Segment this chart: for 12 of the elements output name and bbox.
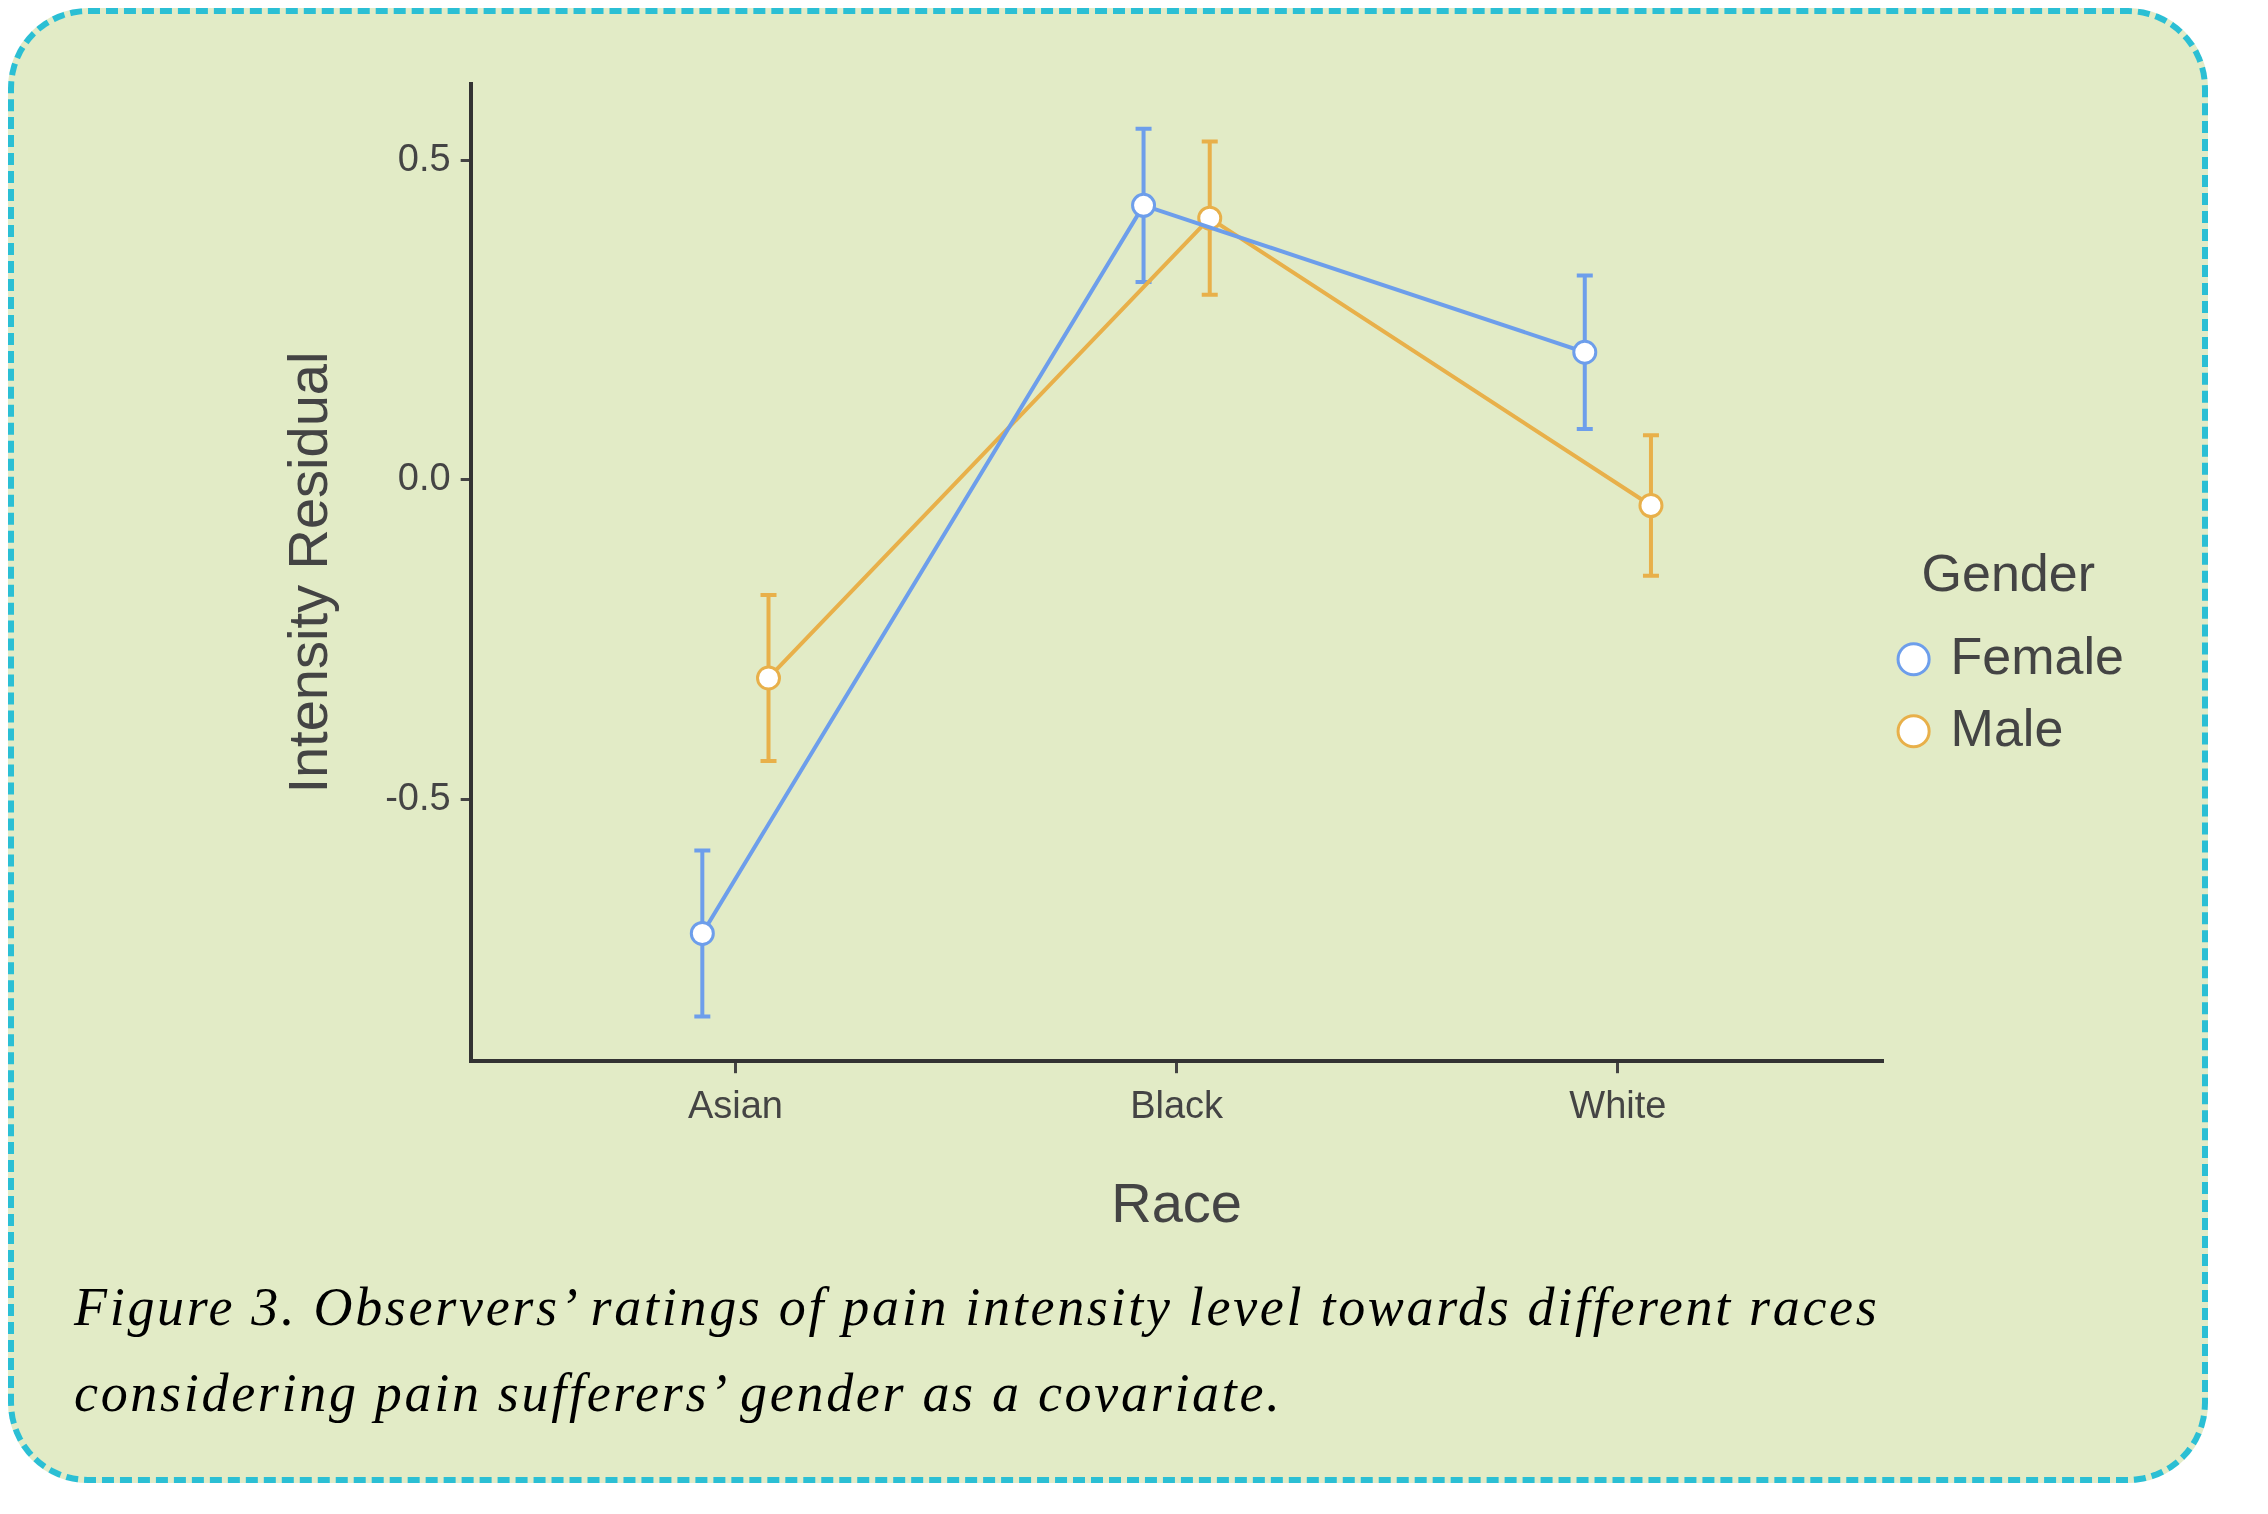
caption: Figure 3. Observers’ ratings of pain intensity level towards different races considering pain sufferers’ gender as a covariate.: [72, 1276, 1881, 1426]
y-tick-label: -0.5: [385, 775, 451, 818]
legend-title: Gender: [1921, 544, 2096, 603]
x-axis-title: Race: [1111, 1170, 1243, 1234]
y-tick-label: 0.0: [397, 456, 451, 499]
y-axis-title: Intensity Residual: [276, 351, 340, 794]
y-tick-label: 0.5: [397, 137, 451, 180]
x-tick-label: White: [1569, 1084, 1667, 1127]
legend-label: Male: [1950, 698, 2064, 757]
x-tick-label: Black: [1130, 1084, 1225, 1127]
legend-label: Female: [1950, 626, 2125, 685]
x-tick-label: Asian: [687, 1084, 783, 1127]
